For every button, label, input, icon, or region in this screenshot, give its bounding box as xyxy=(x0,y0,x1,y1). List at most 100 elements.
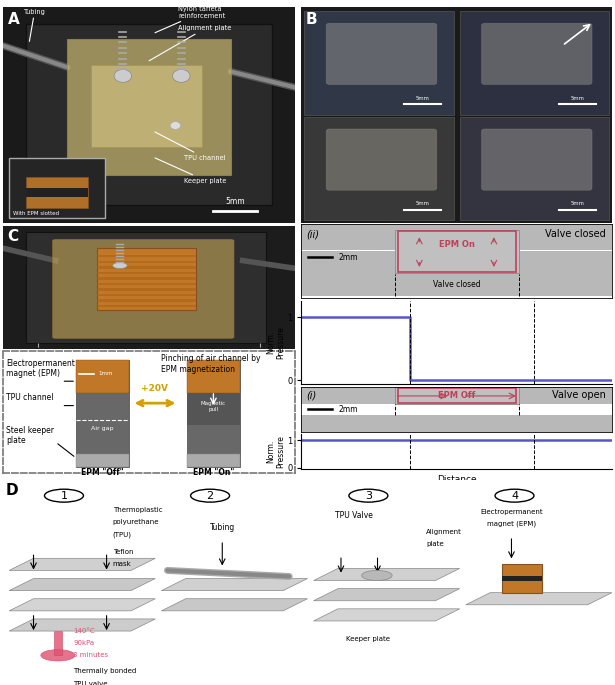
Bar xyxy=(395,230,518,273)
Circle shape xyxy=(114,69,132,82)
Bar xyxy=(91,65,202,147)
Text: Keeper plate: Keeper plate xyxy=(346,636,391,642)
Text: TPU channel: TPU channel xyxy=(6,393,54,402)
Text: Tubing: Tubing xyxy=(210,523,235,532)
Text: Thermoplastic: Thermoplastic xyxy=(113,507,162,513)
Bar xyxy=(54,631,62,656)
Text: 5mm: 5mm xyxy=(226,197,245,206)
Text: EPM On: EPM On xyxy=(438,240,475,249)
Circle shape xyxy=(172,69,190,82)
Bar xyxy=(395,387,518,404)
FancyBboxPatch shape xyxy=(326,129,437,190)
Polygon shape xyxy=(314,588,459,601)
X-axis label: Distance: Distance xyxy=(437,389,477,398)
Bar xyxy=(301,414,612,432)
Bar xyxy=(301,251,395,267)
Text: 4: 4 xyxy=(511,490,518,501)
Bar xyxy=(97,299,196,302)
Circle shape xyxy=(349,489,388,502)
FancyBboxPatch shape xyxy=(482,23,592,84)
Text: +20V: +20V xyxy=(141,384,169,393)
Text: 2: 2 xyxy=(207,490,213,501)
Polygon shape xyxy=(68,39,231,175)
Bar xyxy=(304,11,453,114)
Bar xyxy=(187,360,240,393)
Bar xyxy=(398,388,515,403)
Text: Alignment plate: Alignment plate xyxy=(149,25,232,61)
Y-axis label: Norm.
Pressure: Norm. Pressure xyxy=(266,435,286,468)
Text: Teflon: Teflon xyxy=(113,549,133,556)
Text: 5mm: 5mm xyxy=(416,96,429,101)
Text: plate: plate xyxy=(426,541,444,547)
Y-axis label: Norm.
Pressure: Norm. Pressure xyxy=(266,326,286,359)
Text: mask: mask xyxy=(113,562,132,567)
Text: 3 minutes: 3 minutes xyxy=(73,652,108,658)
Bar xyxy=(76,360,129,393)
Bar xyxy=(97,266,196,269)
Polygon shape xyxy=(26,24,272,206)
Bar xyxy=(301,224,612,250)
Text: 5mm: 5mm xyxy=(416,201,429,206)
Text: EPM "Off": EPM "Off" xyxy=(81,468,124,477)
Bar xyxy=(97,260,196,263)
Circle shape xyxy=(113,262,127,269)
Text: Air gap: Air gap xyxy=(91,426,114,431)
Bar xyxy=(97,272,196,274)
Polygon shape xyxy=(9,599,155,611)
Bar xyxy=(97,283,196,285)
Circle shape xyxy=(41,649,75,661)
Text: Valve closed: Valve closed xyxy=(433,280,480,289)
Bar xyxy=(97,255,196,258)
Text: 3: 3 xyxy=(365,490,372,501)
Bar xyxy=(97,288,196,291)
Text: Electropermanent: Electropermanent xyxy=(480,509,543,515)
Bar xyxy=(26,232,266,343)
Text: 5mm: 5mm xyxy=(571,96,585,101)
Bar xyxy=(304,117,453,221)
Circle shape xyxy=(191,489,229,502)
Text: B: B xyxy=(306,12,317,27)
Circle shape xyxy=(362,571,392,581)
Text: plate: plate xyxy=(6,436,26,445)
Text: TPU valve: TPU valve xyxy=(73,681,108,685)
Circle shape xyxy=(495,489,534,502)
Text: Tubing: Tubing xyxy=(23,9,46,41)
Text: (ii): (ii) xyxy=(306,229,319,239)
FancyBboxPatch shape xyxy=(53,240,234,338)
Text: (i): (i) xyxy=(306,390,316,400)
Bar xyxy=(301,267,612,297)
Text: C: C xyxy=(7,229,18,244)
Bar xyxy=(460,11,609,114)
Bar xyxy=(9,158,105,219)
Text: D: D xyxy=(6,482,18,497)
FancyBboxPatch shape xyxy=(326,23,437,84)
Polygon shape xyxy=(9,558,155,571)
Bar xyxy=(76,454,129,466)
Text: 140°C: 140°C xyxy=(73,628,95,634)
Text: With EPM slotted: With EPM slotted xyxy=(14,210,60,216)
Polygon shape xyxy=(314,569,459,581)
Bar xyxy=(97,305,196,308)
Polygon shape xyxy=(9,619,155,631)
Text: Nylon taffeta
reinforcement: Nylon taffeta reinforcement xyxy=(155,5,226,33)
Polygon shape xyxy=(9,579,155,590)
Text: Pinching of air channel by: Pinching of air channel by xyxy=(161,354,260,363)
Bar xyxy=(97,248,196,310)
Text: 1mm: 1mm xyxy=(98,371,113,376)
Text: EPM Off: EPM Off xyxy=(438,391,475,401)
Text: (TPU): (TPU) xyxy=(113,531,132,538)
Polygon shape xyxy=(161,579,308,590)
Bar xyxy=(187,360,240,466)
Bar xyxy=(97,277,196,279)
Bar xyxy=(76,360,129,466)
Polygon shape xyxy=(466,593,612,605)
Text: TPU channel: TPU channel xyxy=(155,132,226,161)
FancyBboxPatch shape xyxy=(482,129,592,190)
Text: Steel keeper: Steel keeper xyxy=(6,426,54,435)
Text: Magnetic
pull: Magnetic pull xyxy=(201,401,226,412)
Bar xyxy=(187,393,240,425)
Text: Valve open: Valve open xyxy=(552,390,606,400)
Text: 90kPa: 90kPa xyxy=(73,640,94,646)
Text: Valve closed: Valve closed xyxy=(545,229,606,239)
Text: 5mm: 5mm xyxy=(571,201,585,206)
